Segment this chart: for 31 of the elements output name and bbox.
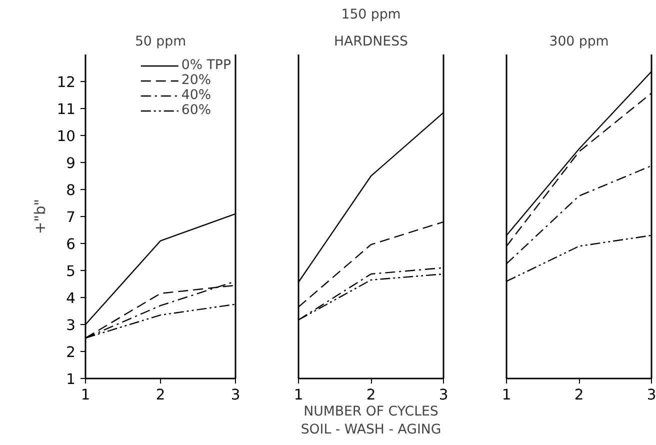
x-tick-label: 1	[294, 386, 304, 404]
x-tick-label: 2	[574, 386, 584, 404]
chart-title: 300 ppm	[549, 34, 609, 50]
y-tick-label: 7	[66, 209, 76, 226]
y-tick-label: 8	[66, 182, 76, 199]
x-tick-label: 2	[156, 386, 166, 404]
x-tick-label: 3	[646, 386, 656, 404]
y-tick-label: 1	[66, 371, 76, 388]
legend-label: 40%	[181, 88, 212, 103]
x-tick-label: 1	[502, 386, 512, 404]
y-tick-label: 6	[66, 236, 76, 253]
y-tick-label: 12	[56, 74, 76, 91]
y-tick-label: 5	[66, 263, 76, 280]
x-tick-label: 2	[366, 386, 376, 404]
y-tick-label: 4	[66, 290, 76, 307]
x-tick-label: 3	[230, 386, 240, 404]
legend-label: 60%	[181, 103, 212, 118]
y-tick-label: 9	[66, 155, 76, 172]
legend-label: 20%	[181, 73, 212, 88]
y-tick-label: 3	[66, 317, 76, 334]
legend-label: 0% TPP	[181, 58, 231, 73]
y-tick-label: 10	[56, 128, 76, 145]
chart-title: 150 ppm	[341, 8, 401, 22]
y-tick-label: 2	[66, 344, 76, 361]
y-tick-label: 11	[56, 101, 76, 118]
text: HARDNESS	[334, 34, 408, 50]
y-axis-title: +"b"	[32, 198, 49, 234]
x-tick-label: 3	[438, 386, 448, 404]
x-tick-label: 1	[80, 386, 90, 404]
chart-title: 50 ppm	[134, 34, 186, 50]
x-axis-title: NUMBER OF CYCLES SOIL - WASH - AGING	[300, 404, 442, 438]
